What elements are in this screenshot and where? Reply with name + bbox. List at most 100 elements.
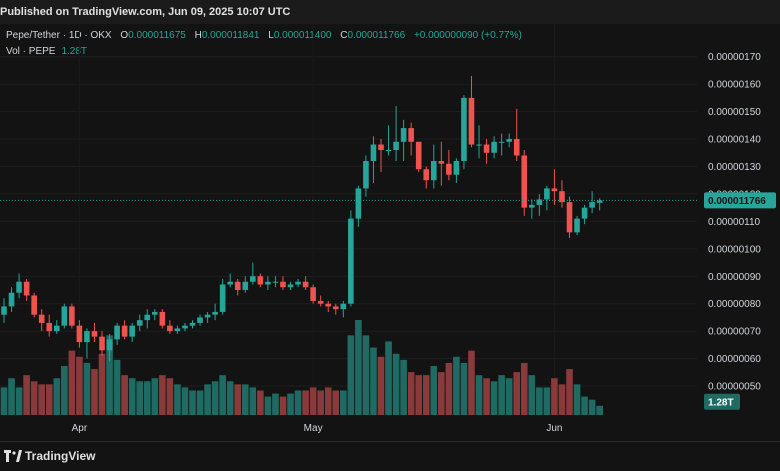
volume-bar [513,372,521,415]
volume-bar [528,375,536,415]
tradingview-brand[interactable]: TradingView [25,449,96,463]
volume-bar [196,390,204,415]
candle-body [491,141,497,153]
volume-bar [53,378,61,415]
y-axis[interactable]: 0.00000170 0.00000160 0.00000150 0.00000140… [708,52,761,392]
volume-bar [302,390,309,415]
volume-bar [332,390,340,415]
volume-bar [226,381,234,415]
symbol-label[interactable]: Pepe/Tether · 1D · OKX [6,30,112,41]
tradingview-logo-icon[interactable] [4,450,22,462]
candle-body [393,141,399,151]
candle-body [280,281,286,288]
volume-bar [430,365,438,415]
candle-body [415,141,422,170]
volume-bar [415,375,422,415]
candle-body [53,325,60,332]
volume-bar [76,356,83,415]
volume-legend: Vol · PEPE 1.28T [6,46,87,57]
volume-bar [91,369,98,415]
candle-body [430,161,437,181]
low-label: L [268,30,274,41]
candle-body [182,325,188,329]
last-price-tag: 0.000011766 [704,192,776,209]
candle-body [453,161,460,175]
candle-body [476,144,482,146]
volume-bar [0,387,8,415]
volume-bar [400,359,407,415]
y-tick-label: 0.00000160 [708,80,761,91]
volume-bar [309,387,317,415]
volume-bar [362,335,370,415]
candle-body [581,207,588,219]
candle-body [91,331,98,337]
candle-body [325,303,332,307]
candle-body [589,202,595,208]
candle-body [446,163,452,175]
volume-bar [422,375,430,415]
candle-body [506,139,512,142]
volume-bar [588,399,596,415]
candle-body [385,150,392,152]
volume-bar [445,362,453,415]
candle-body [219,284,226,312]
volume-bar [68,350,76,415]
candle-body [84,331,90,343]
candle-body [529,204,535,208]
candle-body [129,325,135,337]
candle-body [566,202,573,233]
x-tick-label: May [304,423,323,434]
candle-body [197,317,203,323]
candle-body [16,281,22,293]
ohlc-legend: Pepe/Tether · 1D · OKX O0.000011675 H0.0… [6,30,522,41]
candle-body [370,144,377,161]
volume-bar [189,390,196,415]
volume-value: 1.28T [61,46,88,57]
volume-bar [558,384,566,415]
candle-body [408,128,414,142]
volume-bar [370,347,377,415]
volume-bar [181,387,189,415]
volume-bar [23,375,30,415]
volume-bar [596,405,603,415]
close-label: C [340,30,348,41]
open-value: 0.000011675 [128,30,186,41]
volume-bar [453,356,460,415]
candle-body [136,320,143,326]
volume-bar [249,387,257,415]
top-bar: Published on TradingView.com, Jun 09, 20… [0,0,780,24]
x-axis[interactable]: Apr May Jun [72,423,563,434]
volume-bar [113,359,121,415]
candle-body [317,300,324,304]
candles [1,75,603,362]
candle-body [23,281,30,296]
volume-bar [174,384,181,415]
y-tick-label: 0.00000050 [708,382,761,393]
candle-body [340,303,347,310]
volume-bar [121,375,128,415]
y-tick-label: 0.00000080 [708,299,761,310]
volume-bars [0,320,603,415]
candle-body [250,276,256,282]
candle-body [536,199,543,205]
volume-bar [543,387,551,415]
candle-body [227,281,233,285]
candle-body [234,281,241,290]
volume-bar [15,387,23,415]
volume-bar [61,365,68,415]
volume-bar [438,372,445,415]
candle-body [378,144,384,151]
price-chart[interactable]: 0.00000170 0.00000160 0.00000150 0.00000140… [0,24,780,441]
candle-body [265,281,271,285]
volume-bar [38,384,45,415]
candle-body [310,287,316,301]
y-tick-label: 0.00000140 [708,135,761,146]
open-label: O [120,30,129,41]
volume-label: Vol · PEPE [6,46,56,57]
candle-body [69,306,75,326]
candle-body [144,314,151,321]
footer-bar: TradingView [0,441,780,471]
volume-bar [8,378,15,415]
volume-bar [385,341,392,415]
volume-bar [98,353,106,415]
